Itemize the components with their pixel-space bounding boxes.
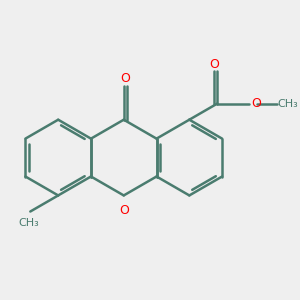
- Text: CH₃: CH₃: [278, 99, 298, 109]
- Text: O: O: [251, 97, 261, 110]
- Text: O: O: [119, 204, 129, 217]
- Text: CH₃: CH₃: [18, 218, 39, 228]
- Text: O: O: [209, 58, 219, 71]
- Text: O: O: [120, 72, 130, 85]
